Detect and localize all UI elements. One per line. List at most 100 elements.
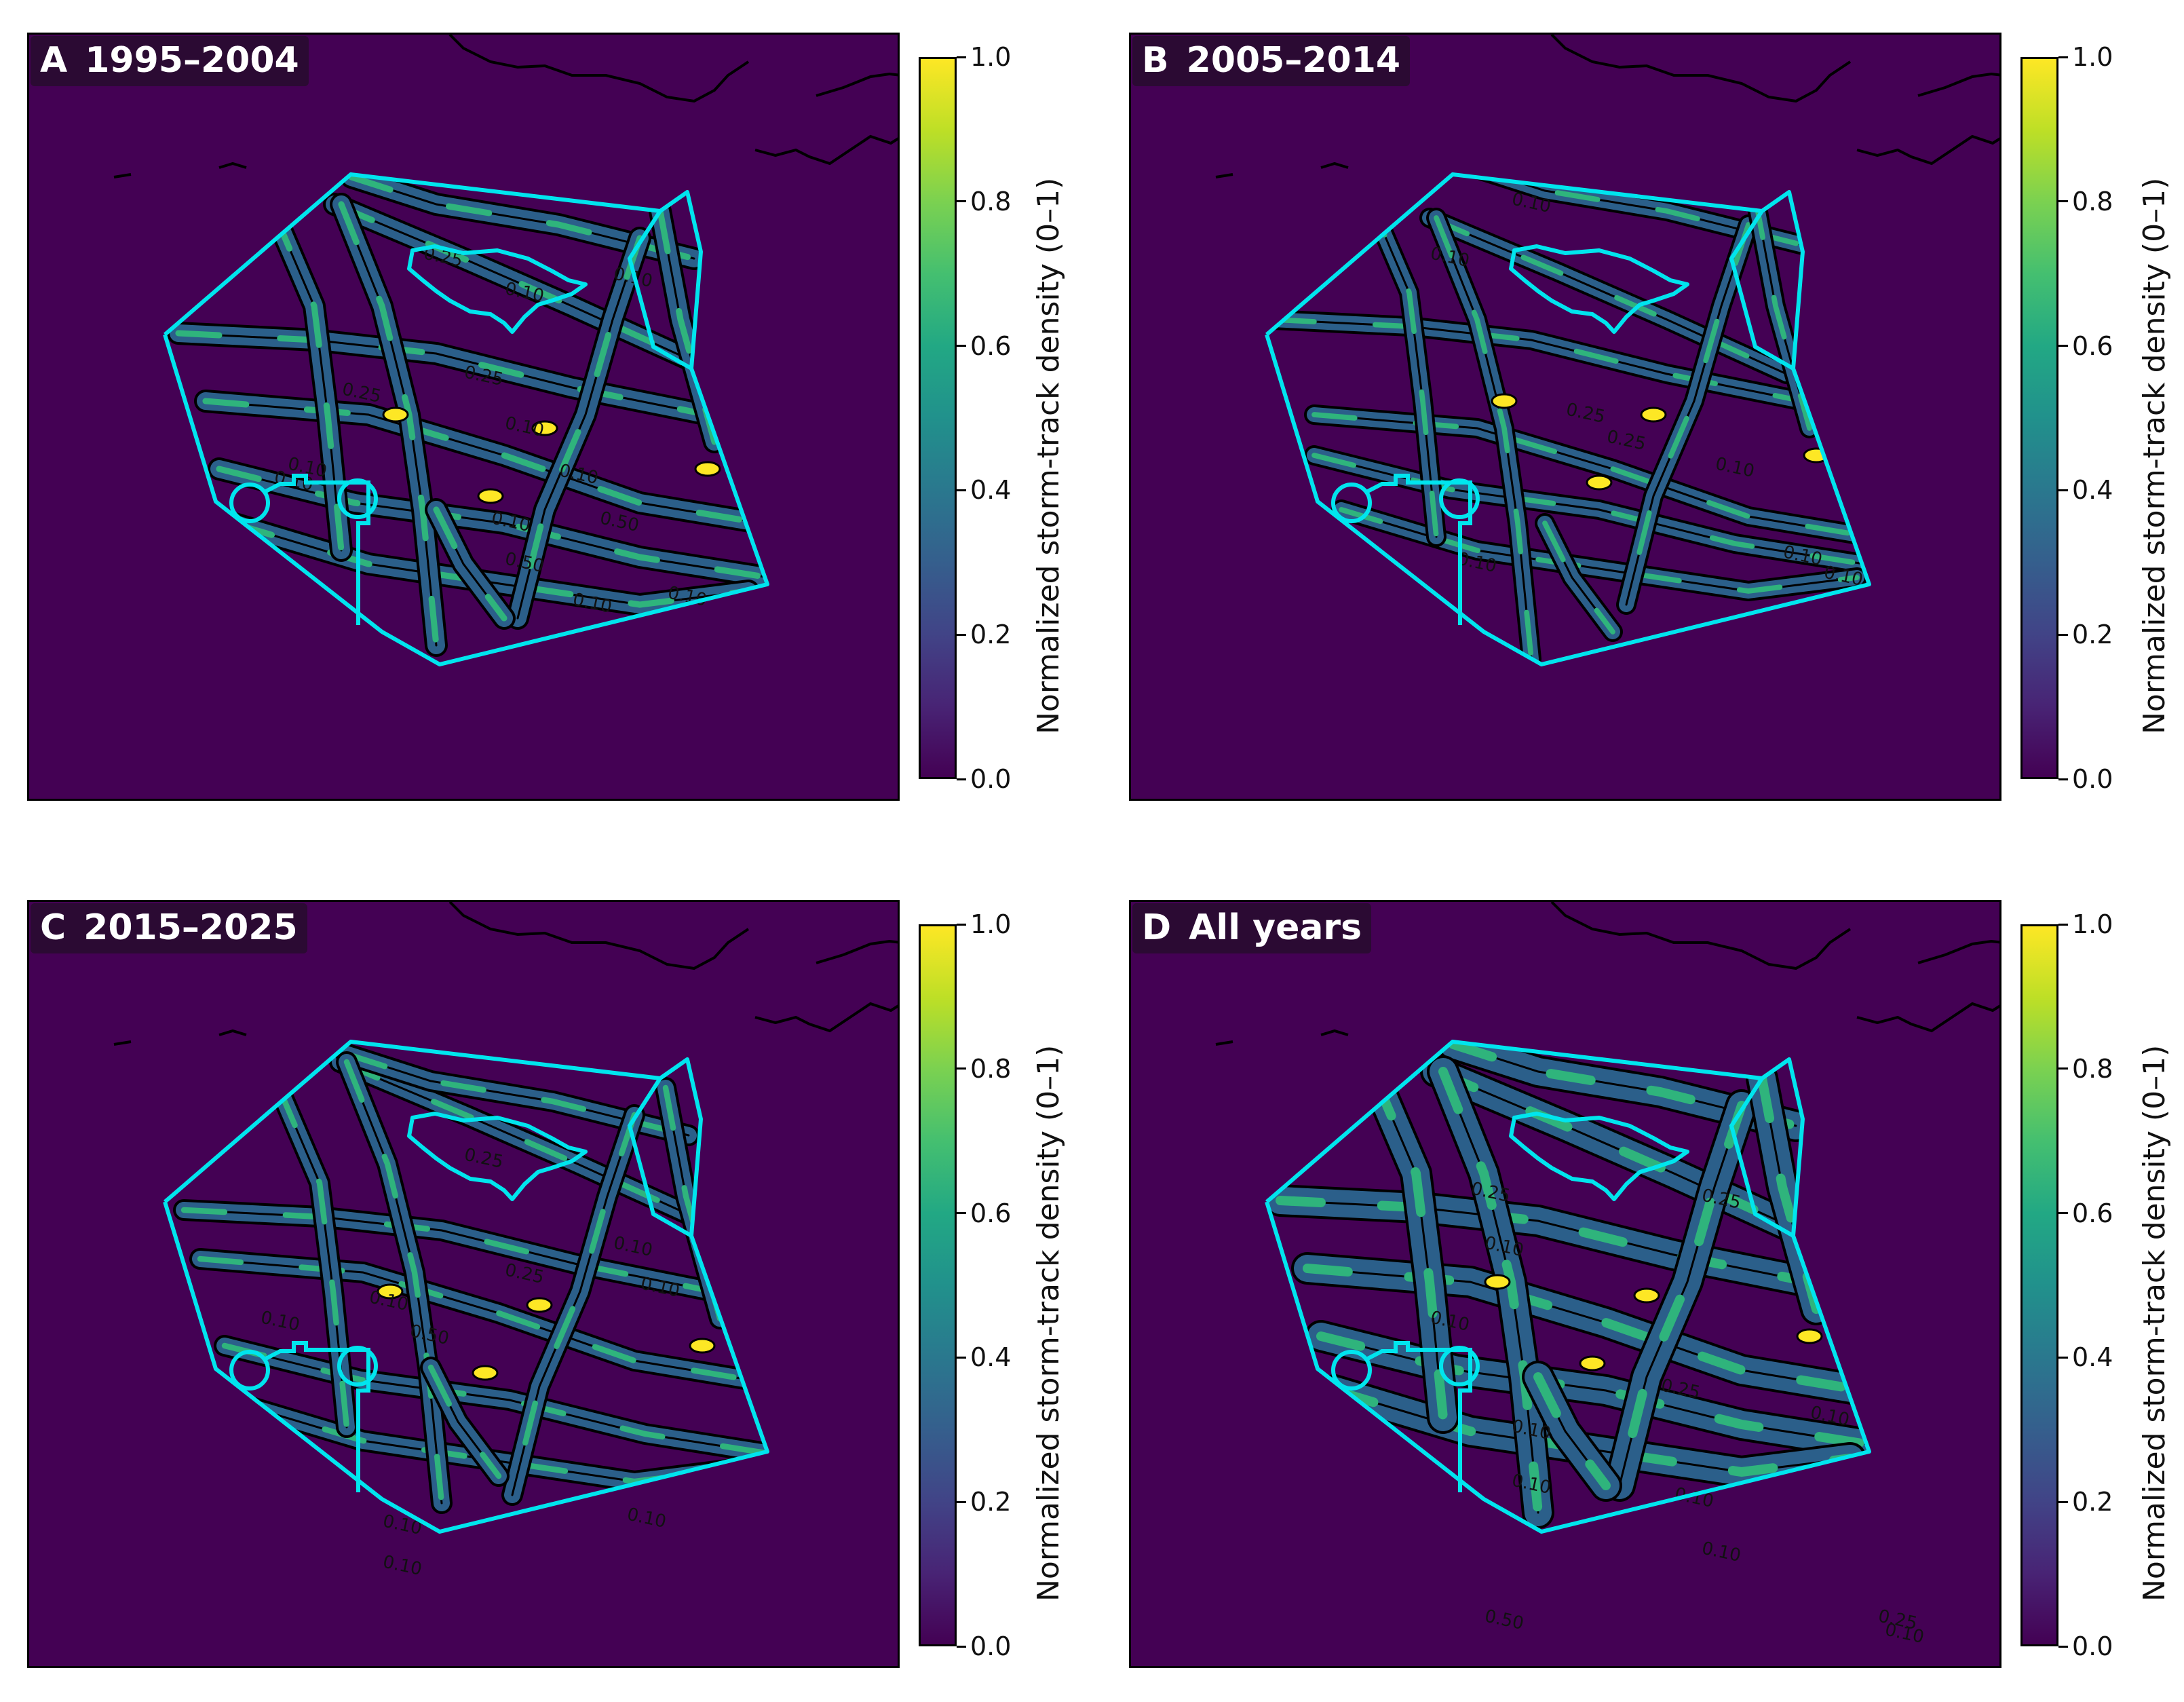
- storm-density-map-b: 0.100.100.250.250.100.100.100.10: [1215, 35, 1999, 666]
- storm-tracks: [167, 174, 767, 657]
- colorbar-tick-label: 0.6: [2072, 330, 2113, 361]
- colorbar-tick-label: 0.4: [2072, 1342, 2113, 1373]
- track-core: [338, 201, 440, 649]
- islet: [1320, 1029, 1349, 1036]
- colorbar-d: [2020, 924, 2058, 1646]
- colorbar-tick: [957, 200, 966, 203]
- colorbar-tick-label: 0.8: [970, 1053, 1012, 1084]
- contour-label: 0.10: [381, 1552, 424, 1580]
- colorbar-tick: [2058, 633, 2068, 636]
- colorbar-tick-label: 1.0: [2072, 909, 2113, 939]
- boundary-circle: [1331, 483, 1372, 523]
- density-hotspot: [377, 1283, 404, 1300]
- panel-a-period: 1995–2004: [85, 40, 299, 81]
- track-inner-contour: [1333, 1389, 1852, 1473]
- track-core: [662, 1084, 723, 1322]
- track-core: [180, 1207, 716, 1295]
- boundary-circle: [1331, 1350, 1372, 1391]
- density-hotspot: [526, 1297, 553, 1313]
- track-core: [514, 235, 643, 622]
- track-core: [427, 1364, 502, 1479]
- contour-label: 0.10: [612, 1233, 655, 1261]
- track-core: [1427, 215, 1789, 377]
- island-outline: [1509, 1112, 1689, 1201]
- colorbar-tick-label: 0.6: [2072, 1198, 2113, 1228]
- islet: [113, 1040, 132, 1046]
- map-panel-b: B 2005–2014 0.10 0.10 0.25 0.25 0.10 0.10 0.10 0…: [1129, 33, 2001, 801]
- sub-boundary: [1729, 210, 1795, 371]
- boundary-circle: [229, 483, 270, 523]
- density-hotspot: [1640, 406, 1667, 423]
- track-inner-contour: [231, 522, 750, 606]
- panel-a-letter: A: [40, 40, 68, 81]
- colorbar-tick-label: 0.4: [970, 1342, 1012, 1373]
- track-core: [657, 208, 718, 445]
- colorbar-tick: [957, 1212, 966, 1215]
- panel-d-period: All years: [1189, 907, 1362, 948]
- panel-d-tag: D All years: [1132, 903, 1372, 953]
- colorbar-a-label: Normalized storm-track density (0–1): [1031, 177, 1066, 734]
- colorbar-tick-label: 0.2: [970, 620, 1012, 650]
- density-hotspot: [1586, 474, 1613, 491]
- contour-label: 0.25: [1565, 400, 1607, 428]
- colorbar-tick-label: 0.0: [2072, 764, 2113, 794]
- contour-label: 0.10: [259, 1308, 302, 1336]
- track-core: [509, 1112, 638, 1498]
- map-panel-d: D All years 0.25 0.25 0.10 0.10 0.10 0.25 0.10 0…: [1129, 900, 2001, 1668]
- colorbar-tick: [2058, 1067, 2068, 1070]
- panel-d-letter: D: [1142, 907, 1172, 948]
- track-core: [1432, 1067, 1798, 1232]
- colorbar-tick: [2058, 200, 2068, 203]
- colorbar-a: [919, 57, 957, 779]
- colorbar-tick: [957, 1356, 966, 1359]
- track-core: [1271, 317, 1805, 404]
- coastline: [754, 939, 898, 1033]
- colorbar-tick: [957, 1500, 966, 1503]
- coastline: [754, 72, 898, 166]
- contour-label: 0.10: [1714, 454, 1757, 482]
- colorbar-tick-label: 0.6: [970, 330, 1012, 361]
- island-outline: [1509, 244, 1689, 334]
- coastline: [1550, 902, 1852, 970]
- density-hotspot: [1633, 1287, 1660, 1304]
- colorbar-tick: [957, 633, 966, 636]
- track-core: [1533, 1372, 1611, 1490]
- colorbar-tick: [2058, 345, 2068, 347]
- colorbar-tick-label: 1.0: [970, 42, 1012, 72]
- contour-label: 0.25: [1605, 427, 1648, 455]
- islet: [218, 162, 247, 169]
- track-core: [1449, 1042, 1801, 1131]
- track-core: [1438, 1067, 1543, 1517]
- storm-tracks: [1267, 174, 1869, 664]
- colorbar-tick-label: 1.0: [2072, 42, 2113, 72]
- contour-label: 0.10: [1700, 1538, 1743, 1566]
- island-outline: [407, 244, 588, 334]
- panel-c-tag: C 2015–2025: [31, 903, 307, 953]
- colorbar-tick-label: 0.2: [970, 1487, 1012, 1517]
- sub-boundary: [627, 210, 693, 371]
- coastline: [448, 902, 750, 970]
- colorbar-tick: [957, 778, 966, 780]
- island-outline: [407, 1112, 588, 1201]
- density-hotspot: [1484, 1274, 1511, 1290]
- density-hotspot: [477, 488, 504, 504]
- track-inner-contour: [345, 1053, 690, 1137]
- islet: [1215, 1040, 1233, 1046]
- islet: [1320, 162, 1349, 169]
- colorbar-tick: [2058, 489, 2068, 491]
- sub-boundary: [1364, 1341, 1472, 1492]
- track-inner-contour: [1320, 1335, 1869, 1446]
- contour-label: 0.10: [1429, 244, 1472, 271]
- map-panel-c: C 2015–2025 0.25 0.10 0.10 0.25 0.10 0.10 0.10 0…: [27, 900, 900, 1668]
- track-inner-contour: [223, 1344, 767, 1456]
- colorbar-tick: [2058, 1212, 2068, 1215]
- track-core: [175, 330, 711, 418]
- contour-label: 0.10: [626, 1505, 668, 1532]
- coastline: [1856, 939, 1999, 1033]
- sub-boundary: [262, 474, 370, 625]
- storm-density-map-c: 0.250.100.100.25 0.100.100.10 0.100.500.10: [113, 902, 898, 1580]
- colorbar-tick-label: 0.0: [2072, 1631, 2113, 1661]
- coastline: [448, 35, 750, 103]
- coastline: [1856, 72, 1999, 166]
- colorbar-tick-label: 0.4: [2072, 475, 2113, 506]
